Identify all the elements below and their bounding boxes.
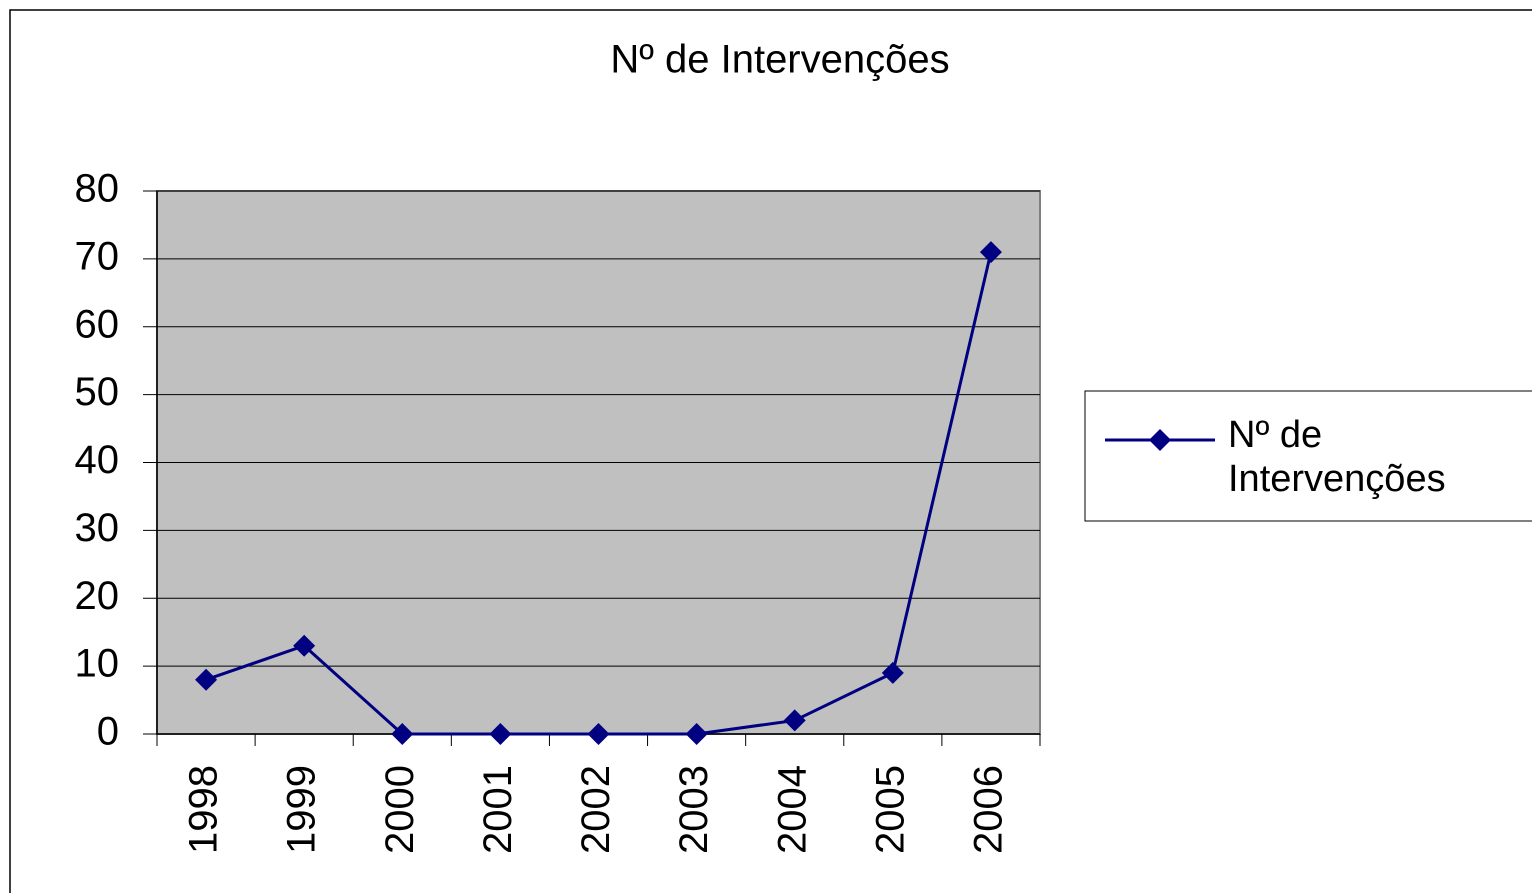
- x-tick-label: 2004: [770, 765, 814, 854]
- x-tick-label: 1999: [280, 765, 324, 854]
- x-tick-label: 2000: [378, 765, 422, 854]
- y-tick-label: 60: [75, 302, 120, 346]
- x-tick-label: 2001: [476, 765, 520, 854]
- legend-box: [1084, 390, 1532, 522]
- data-point: [587, 723, 610, 745]
- y-tick-label: 50: [75, 370, 120, 414]
- legend-marker: [1149, 429, 1171, 451]
- data-point: [685, 723, 708, 745]
- data-point: [979, 241, 1002, 264]
- x-tick-label: 2005: [868, 765, 912, 854]
- chart-title: Nº de Intervenções: [610, 38, 949, 82]
- y-tick-label: 80: [75, 167, 120, 211]
- x-tick-label: 2006: [967, 765, 1011, 854]
- y-tick-label: 30: [75, 506, 120, 550]
- y-tick-label: 40: [75, 438, 120, 482]
- data-point: [489, 723, 512, 745]
- y-tick-label: 70: [75, 234, 120, 278]
- data-point: [293, 634, 316, 657]
- legend-label-box: Nº de Intervenções: [1228, 414, 1446, 500]
- data-point: [783, 709, 806, 732]
- data-point: [391, 723, 414, 745]
- y-tick-label: 0: [97, 710, 119, 754]
- data-point: [881, 661, 904, 684]
- y-tick-label: 10: [75, 642, 120, 686]
- x-tick-label: 1998: [182, 765, 226, 854]
- data-point: [195, 668, 218, 691]
- y-tick-label: 20: [75, 574, 120, 618]
- legend-label: Nº de Intervenções: [1228, 414, 1446, 500]
- x-tick-label: 2003: [672, 765, 716, 854]
- x-tick-label: 2002: [574, 765, 618, 854]
